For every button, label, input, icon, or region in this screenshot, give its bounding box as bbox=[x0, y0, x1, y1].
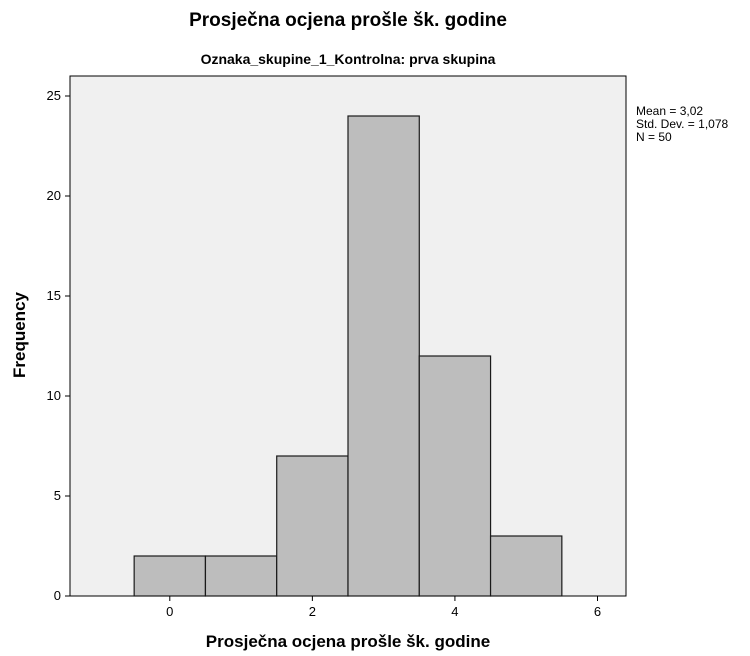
chart-subtitle: Oznaka_skupine_1_Kontrolna: prva skupina bbox=[200, 51, 496, 67]
y-tick-label: 10 bbox=[47, 388, 61, 403]
bars-group bbox=[133, 115, 563, 597]
histogram-bar-3 bbox=[347, 115, 420, 597]
stats-n: N = 50 bbox=[636, 130, 672, 144]
histogram-bar-1 bbox=[204, 555, 278, 597]
y-tick-label: 5 bbox=[54, 488, 61, 503]
histogram-bar-2 bbox=[276, 455, 349, 597]
stats-mean: Mean = 3,02 bbox=[636, 104, 704, 118]
histogram-bar-5 bbox=[489, 535, 563, 597]
y-tick-label: 25 bbox=[47, 88, 61, 103]
x-tick-label: 0 bbox=[166, 604, 173, 619]
x-tick-label: 6 bbox=[594, 604, 601, 619]
x-axis-label: Prosječna ocjena prošle šk. godine bbox=[205, 632, 491, 651]
y-axis-label: Frequency bbox=[10, 292, 29, 378]
y-tick-label: 20 bbox=[47, 188, 61, 203]
y-tick-label: 15 bbox=[47, 288, 61, 303]
histogram-bar-4 bbox=[418, 355, 492, 597]
x-axis: 0 2 4 6 bbox=[166, 596, 601, 619]
stats-box: Mean = 3,02 Std. Dev. = 1,078 N = 50 bbox=[636, 105, 728, 144]
x-tick-label: 2 bbox=[309, 604, 316, 619]
chart-title: Prosječna ocjena prošle šk. godine bbox=[189, 10, 507, 31]
y-axis: 0 5 10 15 20 25 bbox=[47, 88, 70, 603]
x-tick-label: 4 bbox=[451, 604, 458, 619]
stats-std-dev: Std. Dev. = 1,078 bbox=[636, 117, 729, 131]
histogram-bar-0 bbox=[133, 555, 207, 597]
y-tick-label: 0 bbox=[54, 588, 61, 603]
